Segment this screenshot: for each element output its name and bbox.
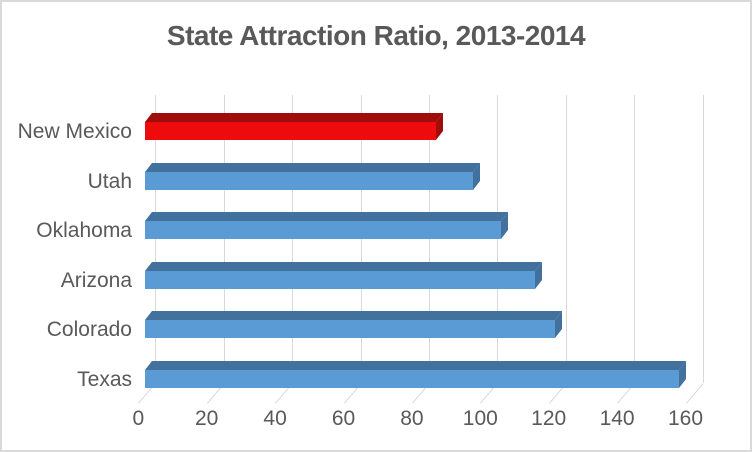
gridline (565, 95, 567, 383)
gridline (428, 95, 430, 383)
category-label-colorado: Colorado (46, 318, 132, 341)
category-label-texas: Texas (77, 367, 132, 391)
tick-connector (685, 382, 704, 404)
tick-label: 0 (132, 407, 145, 430)
tick-label: 40 (263, 407, 287, 430)
chart-title: State Attraction Ratio, 2013-2014 (166, 20, 586, 51)
category-label-arizona: Arizona (60, 268, 132, 292)
tick-label: 20 (195, 407, 219, 430)
bar-bevel-arizona (145, 261, 542, 271)
tick-label: 80 (400, 407, 424, 430)
bar-oklahoma (145, 221, 501, 239)
gridline (702, 95, 704, 383)
bar-bevel-colorado (145, 311, 563, 320)
bar-colorado (145, 320, 556, 338)
gridline (634, 95, 636, 383)
gridline (223, 95, 225, 383)
category-label-new-mexico: New Mexico (17, 120, 132, 143)
gridline (360, 95, 362, 383)
bar-utah (145, 171, 474, 190)
bar-new-mexico (145, 122, 436, 140)
tick-label: 100 (462, 407, 498, 430)
bar-bevel-oklahoma (145, 212, 508, 221)
gridline (292, 95, 294, 383)
gridline (497, 95, 499, 383)
bar-bevel-texas (145, 360, 686, 370)
tick-label: 60 (331, 407, 356, 430)
category-label-oklahoma: Oklahoma (36, 219, 132, 242)
category-label-utah: Utah (87, 169, 132, 193)
bar-arizona (145, 270, 535, 289)
tick-label: 160 (667, 407, 704, 430)
bar-bevel-utah (145, 162, 481, 172)
gridline (155, 95, 157, 383)
tick-label: 140 (599, 407, 635, 430)
bar-bevel-new-mexico (145, 113, 443, 122)
bar-texas (145, 369, 679, 388)
tick-label: 120 (531, 407, 567, 430)
